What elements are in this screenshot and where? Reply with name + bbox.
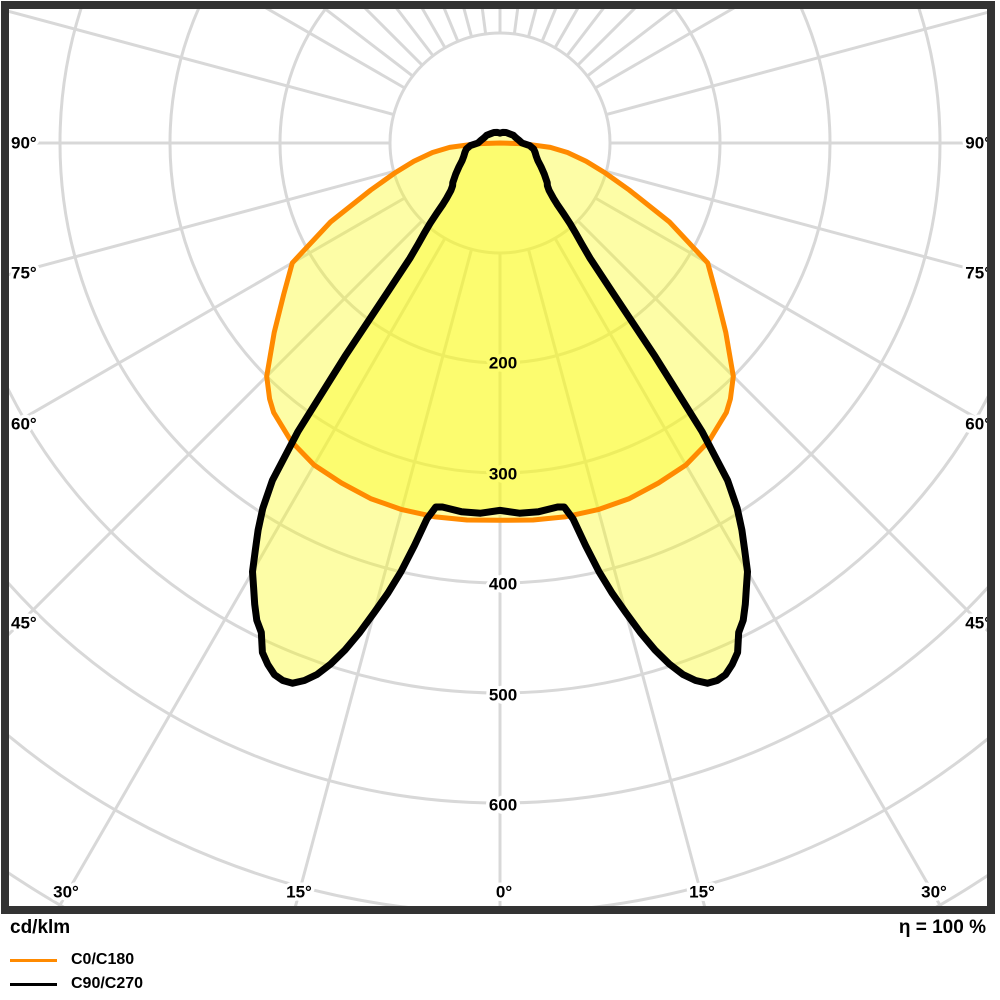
angle-label: 75° bbox=[11, 264, 37, 283]
angle-label: 30° bbox=[53, 883, 79, 902]
angle-label: 90° bbox=[11, 134, 37, 153]
grid-ray bbox=[605, 170, 988, 276]
angle-label: 45° bbox=[965, 614, 991, 633]
c0-c180-line-swatch bbox=[10, 958, 57, 962]
angle-label: 0° bbox=[496, 883, 512, 902]
legend-label: C0/C180 bbox=[71, 951, 135, 968]
angle-label: 60° bbox=[965, 415, 991, 434]
ring-value-label: 400 bbox=[489, 575, 517, 594]
angle-label: 60° bbox=[11, 415, 37, 434]
c90-c270-line-swatch bbox=[10, 982, 57, 986]
unit-label: cd/klm bbox=[10, 917, 71, 938]
grid-ray bbox=[293, 248, 473, 907]
legend-label: C90/C270 bbox=[71, 975, 144, 992]
distribution-curves bbox=[249, 128, 751, 687]
angle-label: 15° bbox=[689, 883, 715, 902]
grid-labels: 200 300 400 500 600 90° 75° 60° 45° 90° 75° 60° 45° 3… bbox=[9, 130, 991, 905]
grid-ray bbox=[9, 219, 424, 637]
grid-ray bbox=[9, 9, 395, 116]
grid-ray bbox=[57, 237, 447, 907]
grid-ray bbox=[605, 10, 988, 116]
grid-ray bbox=[553, 237, 943, 907]
ring-value-label: 200 bbox=[489, 354, 517, 373]
angle-label: 30° bbox=[921, 883, 947, 902]
grid-ray bbox=[264, 9, 406, 90]
ring-value-label: 600 bbox=[489, 796, 517, 815]
beam-fill-c90-c270 bbox=[252, 132, 748, 684]
chart-frame bbox=[1, 1, 995, 914]
angle-label: 15° bbox=[286, 883, 312, 902]
grid-ray bbox=[594, 196, 988, 427]
grid-ray bbox=[9, 196, 406, 429]
beam-fill-c0-c180 bbox=[266, 143, 734, 521]
legend-item-c0-c180: C0/C180 bbox=[10, 948, 143, 972]
angle-label: 75° bbox=[965, 264, 991, 283]
legend-item-c90-c270: C90/C270 bbox=[10, 972, 143, 996]
curve-c90-c270 bbox=[249, 128, 751, 687]
legend: C0/C180 C90/C270 bbox=[10, 948, 143, 996]
grid-ray bbox=[576, 219, 988, 634]
angle-label: 45° bbox=[11, 614, 37, 633]
curve-c0-c180 bbox=[264, 140, 736, 523]
grid-ray bbox=[594, 9, 736, 90]
efficiency-label: η = 100 % bbox=[898, 917, 986, 938]
grid-ray bbox=[527, 248, 707, 907]
grid-ray bbox=[9, 170, 395, 277]
ring-value-label: 300 bbox=[489, 465, 517, 484]
beam-fills bbox=[252, 132, 748, 684]
angle-label: 90° bbox=[965, 134, 991, 153]
ring-value-label: 500 bbox=[489, 686, 517, 705]
